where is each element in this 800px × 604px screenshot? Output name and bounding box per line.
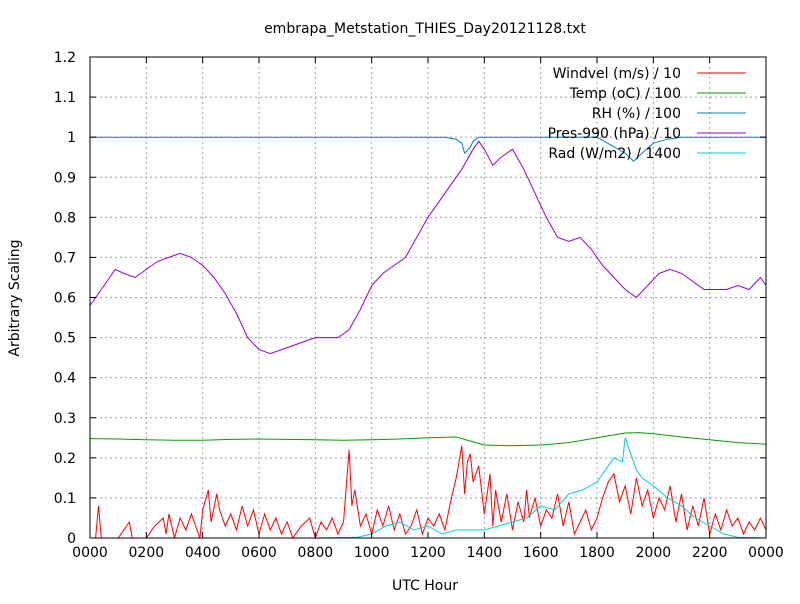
- x-tick-label: 2200: [692, 545, 728, 561]
- y-tick-label: 0.7: [54, 250, 76, 266]
- axis-ticks: 0000 0200 0400 0600 0800 1000 1200 1400 1600 1800…: [54, 50, 784, 561]
- chart-title: embrapa_Metstation_THIES_Day20121128.txt: [264, 21, 586, 37]
- legend-label: Pres-990 (hPa) / 10: [548, 126, 681, 142]
- x-tick-label: 1000: [354, 545, 390, 561]
- x-axis-label: UTC Hour: [392, 578, 458, 594]
- y-tick-label: 0.2: [54, 451, 76, 467]
- series-line-4: [90, 437, 767, 539]
- y-tick-label: 1.1: [54, 90, 76, 106]
- y-tick-label: 0.4: [54, 371, 76, 387]
- y-tick-label: 1: [67, 130, 76, 146]
- y-axis-label: Arbitrary Scaling: [7, 239, 23, 356]
- x-tick-label: 1200: [410, 545, 446, 561]
- x-tick-label: 0800: [298, 545, 334, 561]
- y-tick-label: 1.2: [54, 50, 76, 66]
- x-tick-label: 1800: [579, 545, 615, 561]
- series-line-0: [90, 445, 767, 540]
- legend: Windvel (m/s) / 10 Temp (oC) / 100 RH (%) …: [548, 66, 746, 162]
- y-tick-label: 0.5: [54, 331, 76, 347]
- legend-label: Temp (oC) / 100: [569, 86, 681, 102]
- x-tick-label: 1400: [467, 545, 503, 561]
- y-tick-label: 0.1: [54, 491, 76, 507]
- legend-label: RH (%) / 100: [592, 106, 681, 122]
- x-tick-label: 0000: [72, 545, 108, 561]
- y-tick-label: 0: [67, 531, 76, 547]
- y-tick-label: 0.6: [54, 291, 76, 307]
- legend-label: Rad (W/m2) / 1400: [548, 146, 681, 162]
- series-lines: [89, 136, 767, 540]
- legend-label: Windvel (m/s) / 10: [553, 66, 681, 82]
- y-tick-label: 0.3: [54, 411, 76, 427]
- x-tick-label: 1600: [523, 545, 559, 561]
- series-line-1: [89, 432, 767, 447]
- y-tick-label: 0.8: [54, 210, 76, 226]
- x-tick-label: 0400: [185, 545, 221, 561]
- x-tick-label: 0600: [241, 545, 277, 561]
- x-tick-label: 2000: [636, 545, 672, 561]
- x-tick-label: 0000: [748, 545, 784, 561]
- x-tick-label: 0200: [129, 545, 165, 561]
- y-tick-label: 0.9: [54, 170, 76, 186]
- series-line-2: [90, 136, 766, 162]
- series-line-3: [89, 140, 767, 355]
